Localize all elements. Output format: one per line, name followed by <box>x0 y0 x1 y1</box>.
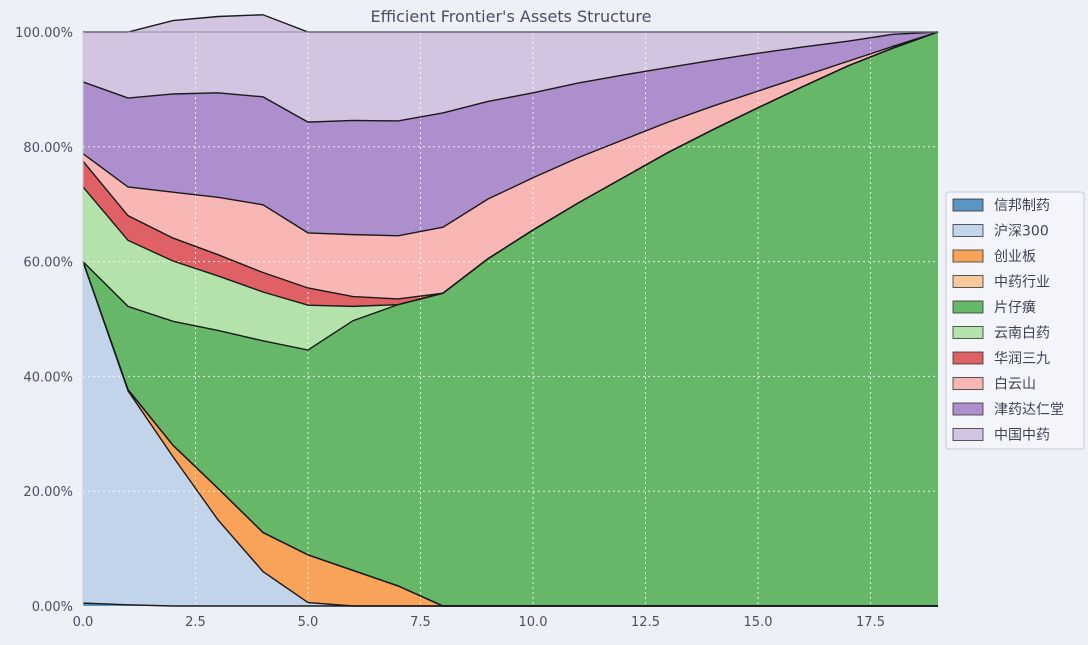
legend-swatch <box>952 402 984 416</box>
legend-swatch <box>952 326 984 339</box>
x-tick-label: 17.5 <box>856 615 885 630</box>
x-tick-label: 2.5 <box>185 615 206 630</box>
legend-label: 创业板 <box>994 249 1036 265</box>
y-tick-label: 20.00% <box>23 485 73 500</box>
area-boundary-7 <box>82 31 939 237</box>
area-boundary-3 <box>82 261 938 607</box>
x-tick-label: 5.0 <box>298 615 319 630</box>
area-boundary-8 <box>82 31 939 123</box>
legend-swatch <box>952 377 984 390</box>
chart-title: Efficient Frontier's Assets Structure <box>371 7 652 26</box>
area-series-5 <box>83 32 938 350</box>
area-series-4 <box>83 32 938 606</box>
y-tick-label: 80.00% <box>23 141 73 156</box>
y-tick-label: 100.00% <box>15 26 73 41</box>
legend-label: 信邦制药 <box>994 198 1050 214</box>
x-tick-label: 12.5 <box>631 615 660 630</box>
area-series-8 <box>83 32 938 236</box>
x-tick-label: 0.0 <box>73 615 94 630</box>
x-tick-label: 15.0 <box>744 615 773 630</box>
y-tick-label: 60.00% <box>23 256 73 271</box>
legend-swatch <box>952 428 984 441</box>
legend-swatch <box>952 300 984 314</box>
legend-swatch <box>952 275 984 288</box>
legend-swatch <box>952 224 984 237</box>
legend-label: 中国中药 <box>994 428 1050 444</box>
legend-label: 沪深300 <box>994 224 1049 240</box>
area-boundary-6 <box>82 31 939 300</box>
area-series-9 <box>83 14 938 123</box>
area-series-1 <box>83 261 938 606</box>
legend-swatch <box>952 351 984 365</box>
legend-label: 片仔癀 <box>994 299 1036 316</box>
legend-label: 津药达仁堂 <box>994 402 1064 418</box>
legend-swatch <box>952 198 984 212</box>
y-tick-label: 40.00% <box>23 370 73 385</box>
legend-swatch <box>952 249 984 263</box>
area-series-7 <box>83 32 938 299</box>
legend-label: 华润三九 <box>994 351 1050 367</box>
x-tick-label: 10.0 <box>519 615 548 630</box>
x-tick-label: 7.5 <box>410 615 431 630</box>
legend-label: 白云山 <box>994 377 1036 393</box>
y-tick-label: 0.00% <box>32 600 73 615</box>
legend-label: 中药行业 <box>994 275 1050 291</box>
legend-label: 云南白药 <box>994 326 1050 342</box>
